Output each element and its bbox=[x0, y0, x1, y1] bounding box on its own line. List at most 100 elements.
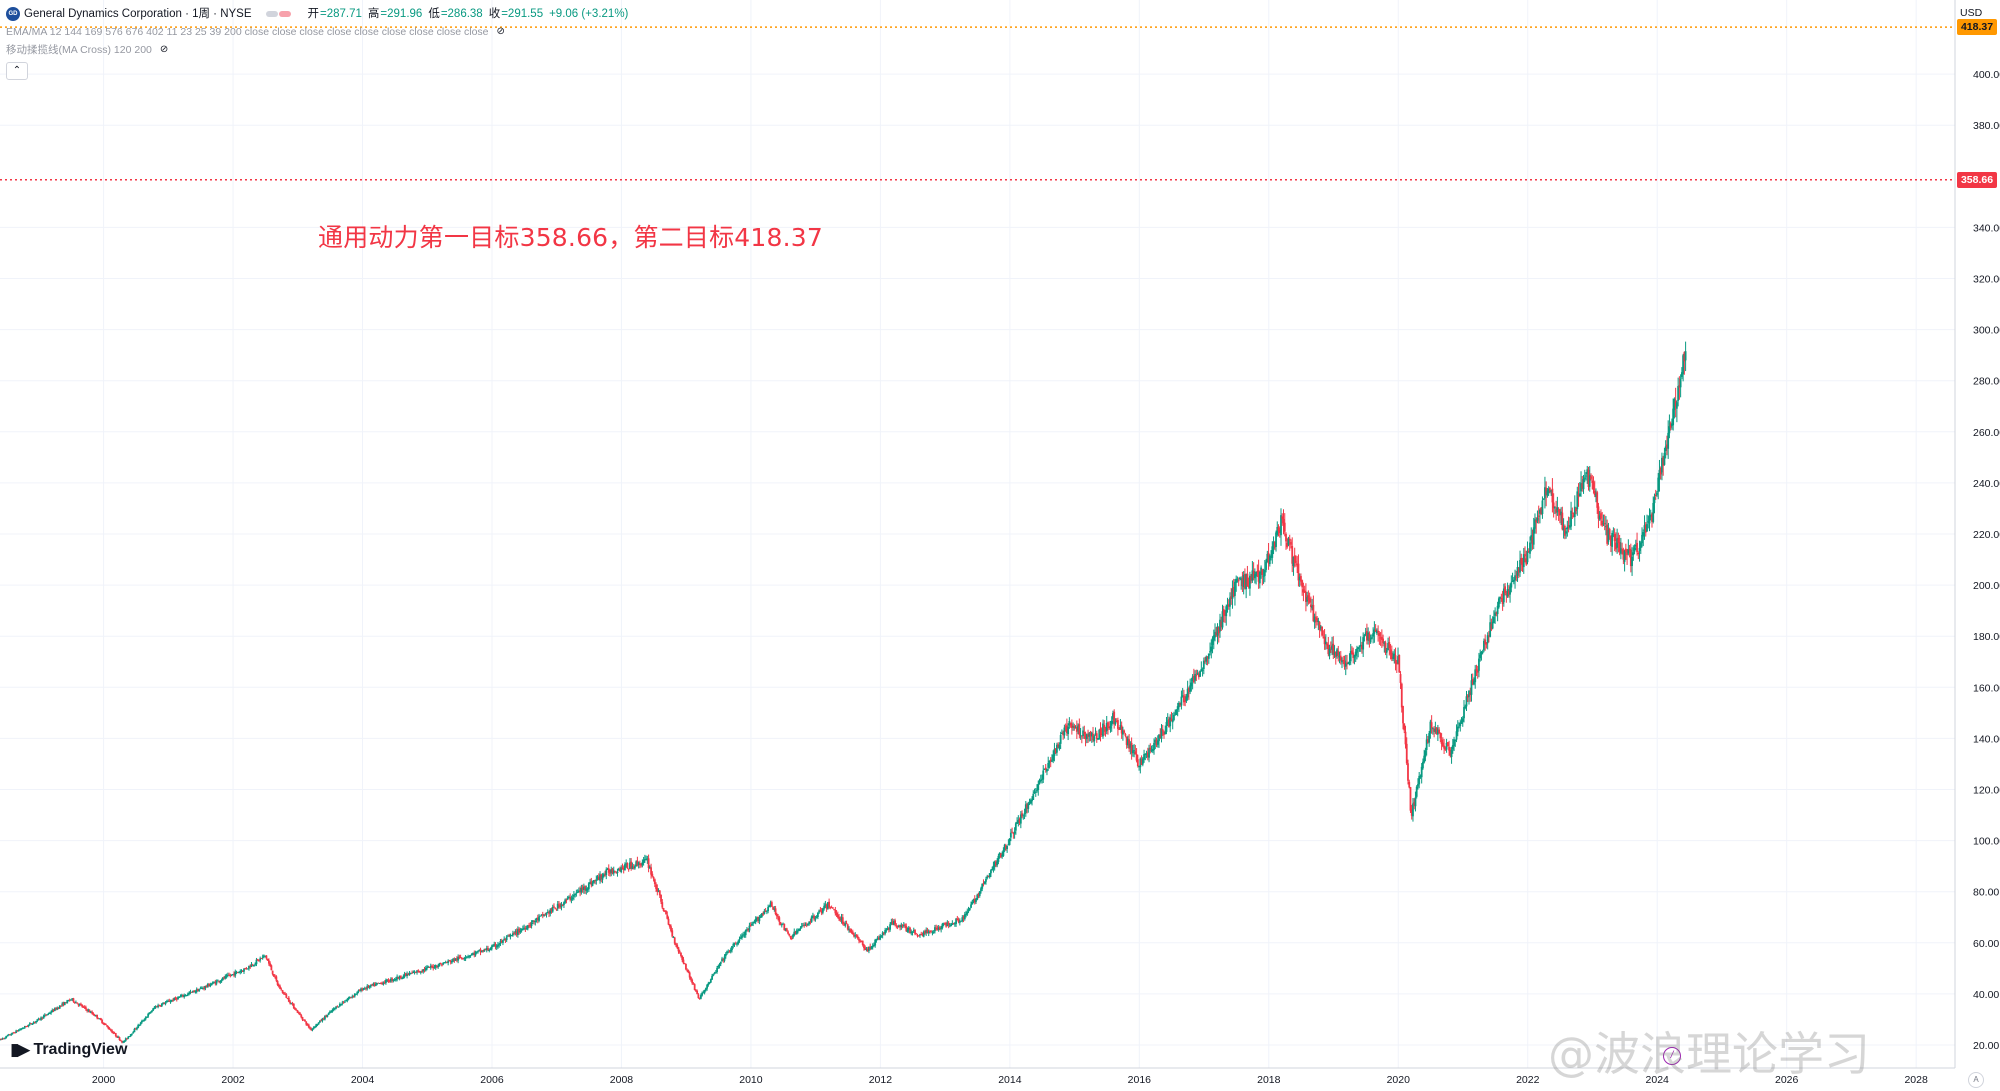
candle-body bbox=[539, 915, 542, 917]
candle-body bbox=[63, 1001, 66, 1006]
hidden-eye-icon[interactable]: ⊘ bbox=[496, 26, 505, 37]
candle-body bbox=[1332, 643, 1335, 655]
collapse-legend-button[interactable]: ⌃ bbox=[6, 62, 28, 80]
candle-body bbox=[996, 861, 999, 866]
candle-body bbox=[1295, 561, 1297, 563]
target-annotation[interactable]: 通用动力第一目标358.66，第二目标418.37 bbox=[318, 223, 823, 252]
candle-body bbox=[1141, 758, 1144, 765]
candle-body bbox=[787, 931, 789, 934]
candle-body bbox=[1390, 652, 1393, 660]
tradingview-logo[interactable]: ▮▶ TradingView bbox=[10, 1040, 127, 1060]
candle-body bbox=[594, 880, 596, 882]
candle-body bbox=[521, 928, 524, 930]
candle-body bbox=[368, 986, 371, 988]
candle-body bbox=[798, 929, 801, 931]
candle-body bbox=[826, 902, 829, 909]
time-axis[interactable]: 2000 2002 2004 2006 2008 2010 2012 2014 2016 2018… bbox=[0, 1067, 1955, 1086]
candle-body bbox=[1170, 718, 1173, 722]
candle-body bbox=[1079, 735, 1082, 737]
indicator-ema-ma[interactable]: EMA/MA 12 144 169 576 676 402 11 23 25 3… bbox=[6, 24, 628, 40]
candle-body bbox=[124, 1038, 127, 1041]
candle-body bbox=[1654, 494, 1657, 497]
candle-body bbox=[1541, 500, 1544, 514]
candle-body bbox=[1293, 555, 1296, 563]
candle-body bbox=[1308, 598, 1311, 603]
candle-body bbox=[955, 918, 957, 924]
candle-body bbox=[662, 907, 665, 911]
candle-body bbox=[394, 979, 397, 981]
candle-body bbox=[81, 1005, 84, 1007]
candle-body bbox=[783, 923, 786, 931]
candle-body bbox=[1204, 660, 1206, 662]
candle-body bbox=[433, 967, 436, 969]
candle-body bbox=[1583, 477, 1586, 479]
currency-label[interactable]: USD bbox=[1960, 7, 1983, 19]
candle-body bbox=[254, 963, 257, 965]
candle-body bbox=[777, 916, 779, 918]
candle-body bbox=[916, 934, 919, 937]
indicator-ma-cross[interactable]: 移动揉揽线(MA Cross) 120 200 ⊘ bbox=[6, 42, 628, 58]
price-tick-label: 40.00 bbox=[1973, 989, 1999, 1001]
candle-body bbox=[632, 867, 635, 869]
auto-scale-button[interactable]: A bbox=[1968, 1072, 1984, 1088]
candle-body bbox=[1083, 731, 1086, 735]
candle-body bbox=[652, 876, 655, 879]
candle-body bbox=[1317, 620, 1320, 622]
dividend-event-icon[interactable]: / bbox=[1663, 1047, 1681, 1065]
candle-body bbox=[807, 923, 809, 925]
candle-body bbox=[1537, 515, 1540, 517]
candle-body bbox=[709, 979, 712, 983]
candle-body bbox=[1333, 652, 1336, 655]
candle-body bbox=[239, 971, 242, 973]
candle-body bbox=[1047, 762, 1050, 768]
candle-body bbox=[615, 871, 618, 873]
candle-body bbox=[829, 906, 832, 908]
candle-body bbox=[487, 948, 489, 950]
candle-body bbox=[346, 999, 349, 1001]
candle-body bbox=[733, 943, 736, 945]
candle-body bbox=[1265, 561, 1267, 570]
symbol-header[interactable]: GD General Dynamics Corporation · 1周 · N… bbox=[6, 6, 628, 22]
candle-body bbox=[145, 1016, 148, 1018]
price-axis[interactable]: 20.00 40.00 60.00 80.00 100.00 120.00 140.00 16… bbox=[1954, 0, 2000, 1068]
candle-body bbox=[1149, 747, 1152, 750]
candle-body bbox=[311, 1028, 314, 1031]
candle-body bbox=[947, 922, 950, 926]
candle-body bbox=[249, 966, 252, 968]
candle-body bbox=[381, 982, 384, 985]
candle-body bbox=[10, 1034, 13, 1036]
candle-body bbox=[691, 979, 694, 984]
hidden-eye-icon[interactable]: ⊘ bbox=[159, 44, 169, 55]
candle-body bbox=[1311, 605, 1314, 609]
candle-body bbox=[635, 861, 638, 867]
symbol-title[interactable]: General Dynamics Corporation · 1周 · NYSE bbox=[24, 8, 252, 20]
candle-body bbox=[133, 1028, 136, 1033]
candle-body bbox=[244, 968, 247, 970]
candle-body bbox=[770, 902, 773, 907]
candle-body bbox=[993, 861, 996, 867]
candle-body bbox=[460, 958, 463, 960]
candle-body bbox=[1068, 720, 1071, 726]
candle-body bbox=[841, 917, 844, 924]
candle-body bbox=[1226, 604, 1229, 607]
candle-body bbox=[409, 973, 412, 975]
candle-body bbox=[1038, 779, 1041, 785]
watermark: @波浪理论学习 bbox=[1548, 1027, 1870, 1081]
candle-body bbox=[134, 1028, 137, 1030]
candle-body bbox=[219, 980, 222, 983]
compare-icon[interactable] bbox=[265, 9, 294, 19]
candle-body bbox=[1054, 748, 1057, 753]
candle-body bbox=[1263, 569, 1266, 576]
candle-body bbox=[543, 915, 545, 917]
candle-body bbox=[211, 982, 214, 984]
candle-body bbox=[1643, 525, 1646, 531]
candle-body bbox=[1336, 649, 1338, 656]
candle-body bbox=[1614, 542, 1617, 550]
candle-body bbox=[1425, 739, 1428, 751]
candle-body bbox=[1012, 833, 1015, 835]
candle-body bbox=[1677, 386, 1680, 401]
candle-body bbox=[1407, 763, 1409, 781]
candle-body bbox=[198, 989, 201, 991]
candle-body bbox=[220, 980, 223, 982]
